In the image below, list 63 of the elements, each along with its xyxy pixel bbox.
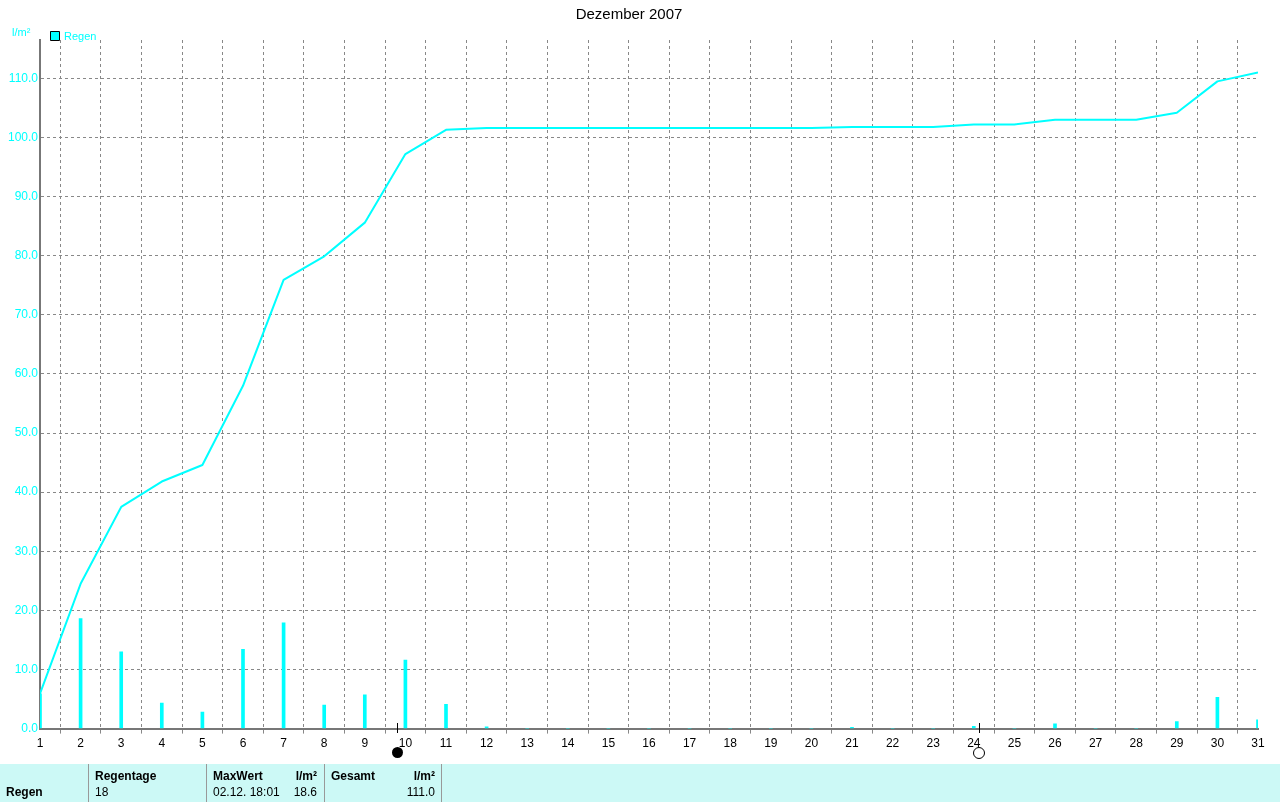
bar xyxy=(362,694,367,729)
bar xyxy=(1174,721,1179,729)
y-tick-label: 20.0 xyxy=(14,602,39,617)
x-tick-label: 11 xyxy=(439,736,453,751)
x-tick-label: 7 xyxy=(280,736,288,751)
x-tick-label: 8 xyxy=(320,736,328,751)
x-tick-label: 23 xyxy=(926,736,941,751)
text: l/m² xyxy=(294,768,317,784)
x-tick-label: 25 xyxy=(1007,736,1022,751)
y-tick-label: 70.0 xyxy=(14,307,39,322)
x-tick-label: 3 xyxy=(117,736,125,751)
text: 111.0 xyxy=(405,784,435,800)
x-tick-label: 26 xyxy=(1048,736,1062,751)
x-tick-label: 9 xyxy=(361,736,369,751)
x-tick-label: 4 xyxy=(158,736,166,751)
x-tick-label: 20 xyxy=(804,736,819,751)
chart-title: Dezember 2007 xyxy=(575,5,683,23)
x-tick-label: 14 xyxy=(561,736,575,751)
y-axis-title: l/m² xyxy=(12,26,31,38)
text: Gesamt xyxy=(331,768,377,784)
x-tick-label: 21 xyxy=(845,736,859,751)
x-tick-label: 27 xyxy=(1088,736,1103,751)
x-tick-label: 5 xyxy=(199,736,207,751)
x-tick-label: 12 xyxy=(479,736,494,751)
x-tick-label: 30 xyxy=(1210,736,1225,751)
y-tick-label: 90.0 xyxy=(14,188,39,203)
x-tick-label: 24 xyxy=(967,736,981,751)
bar xyxy=(159,702,164,729)
x-tick-label: 10 xyxy=(398,736,413,751)
x-tick-label: 29 xyxy=(1170,736,1184,751)
x-tick-label: 13 xyxy=(520,736,535,751)
bar xyxy=(241,649,245,729)
y-tick-label: 50.0 xyxy=(14,425,39,440)
text: 18 xyxy=(95,784,110,800)
x-tick-label: 16 xyxy=(642,736,656,751)
text: l/m² xyxy=(412,768,435,784)
y-tick-label: 40.0 xyxy=(14,484,39,499)
legend-label: Regen xyxy=(64,30,97,42)
bar xyxy=(119,651,124,729)
x-tick-label: 18 xyxy=(723,736,738,751)
y-tick-label: 0.0 xyxy=(21,720,39,735)
text: 02.12. 18:01 xyxy=(213,784,281,800)
x-tick-label: 6 xyxy=(239,736,247,751)
text: Regentage xyxy=(95,768,158,784)
y-tick-label: 30.0 xyxy=(14,543,39,558)
x-tick-label: 15 xyxy=(601,736,616,751)
bar xyxy=(322,704,327,729)
text: MaxWert xyxy=(213,768,264,784)
y-tick-label: 60.0 xyxy=(14,366,39,381)
x-tick-label: 2 xyxy=(77,736,85,751)
x-tick-label: 22 xyxy=(885,736,900,751)
x-tick-label: 31 xyxy=(1251,736,1265,751)
x-tick-label: 17 xyxy=(682,736,697,751)
bar xyxy=(444,704,448,729)
x-tick-label: 28 xyxy=(1129,736,1144,751)
x-tick-label: 1 xyxy=(36,736,44,751)
y-tick-label: 110.0 xyxy=(8,70,39,85)
x-tick-label: 19 xyxy=(764,736,778,751)
text: Regen xyxy=(6,784,44,800)
text: 18.6 xyxy=(292,784,317,800)
y-tick-label: 80.0 xyxy=(14,248,39,263)
y-tick-label: 100.0 xyxy=(7,129,39,144)
y-tick-label: 10.0 xyxy=(14,661,39,676)
